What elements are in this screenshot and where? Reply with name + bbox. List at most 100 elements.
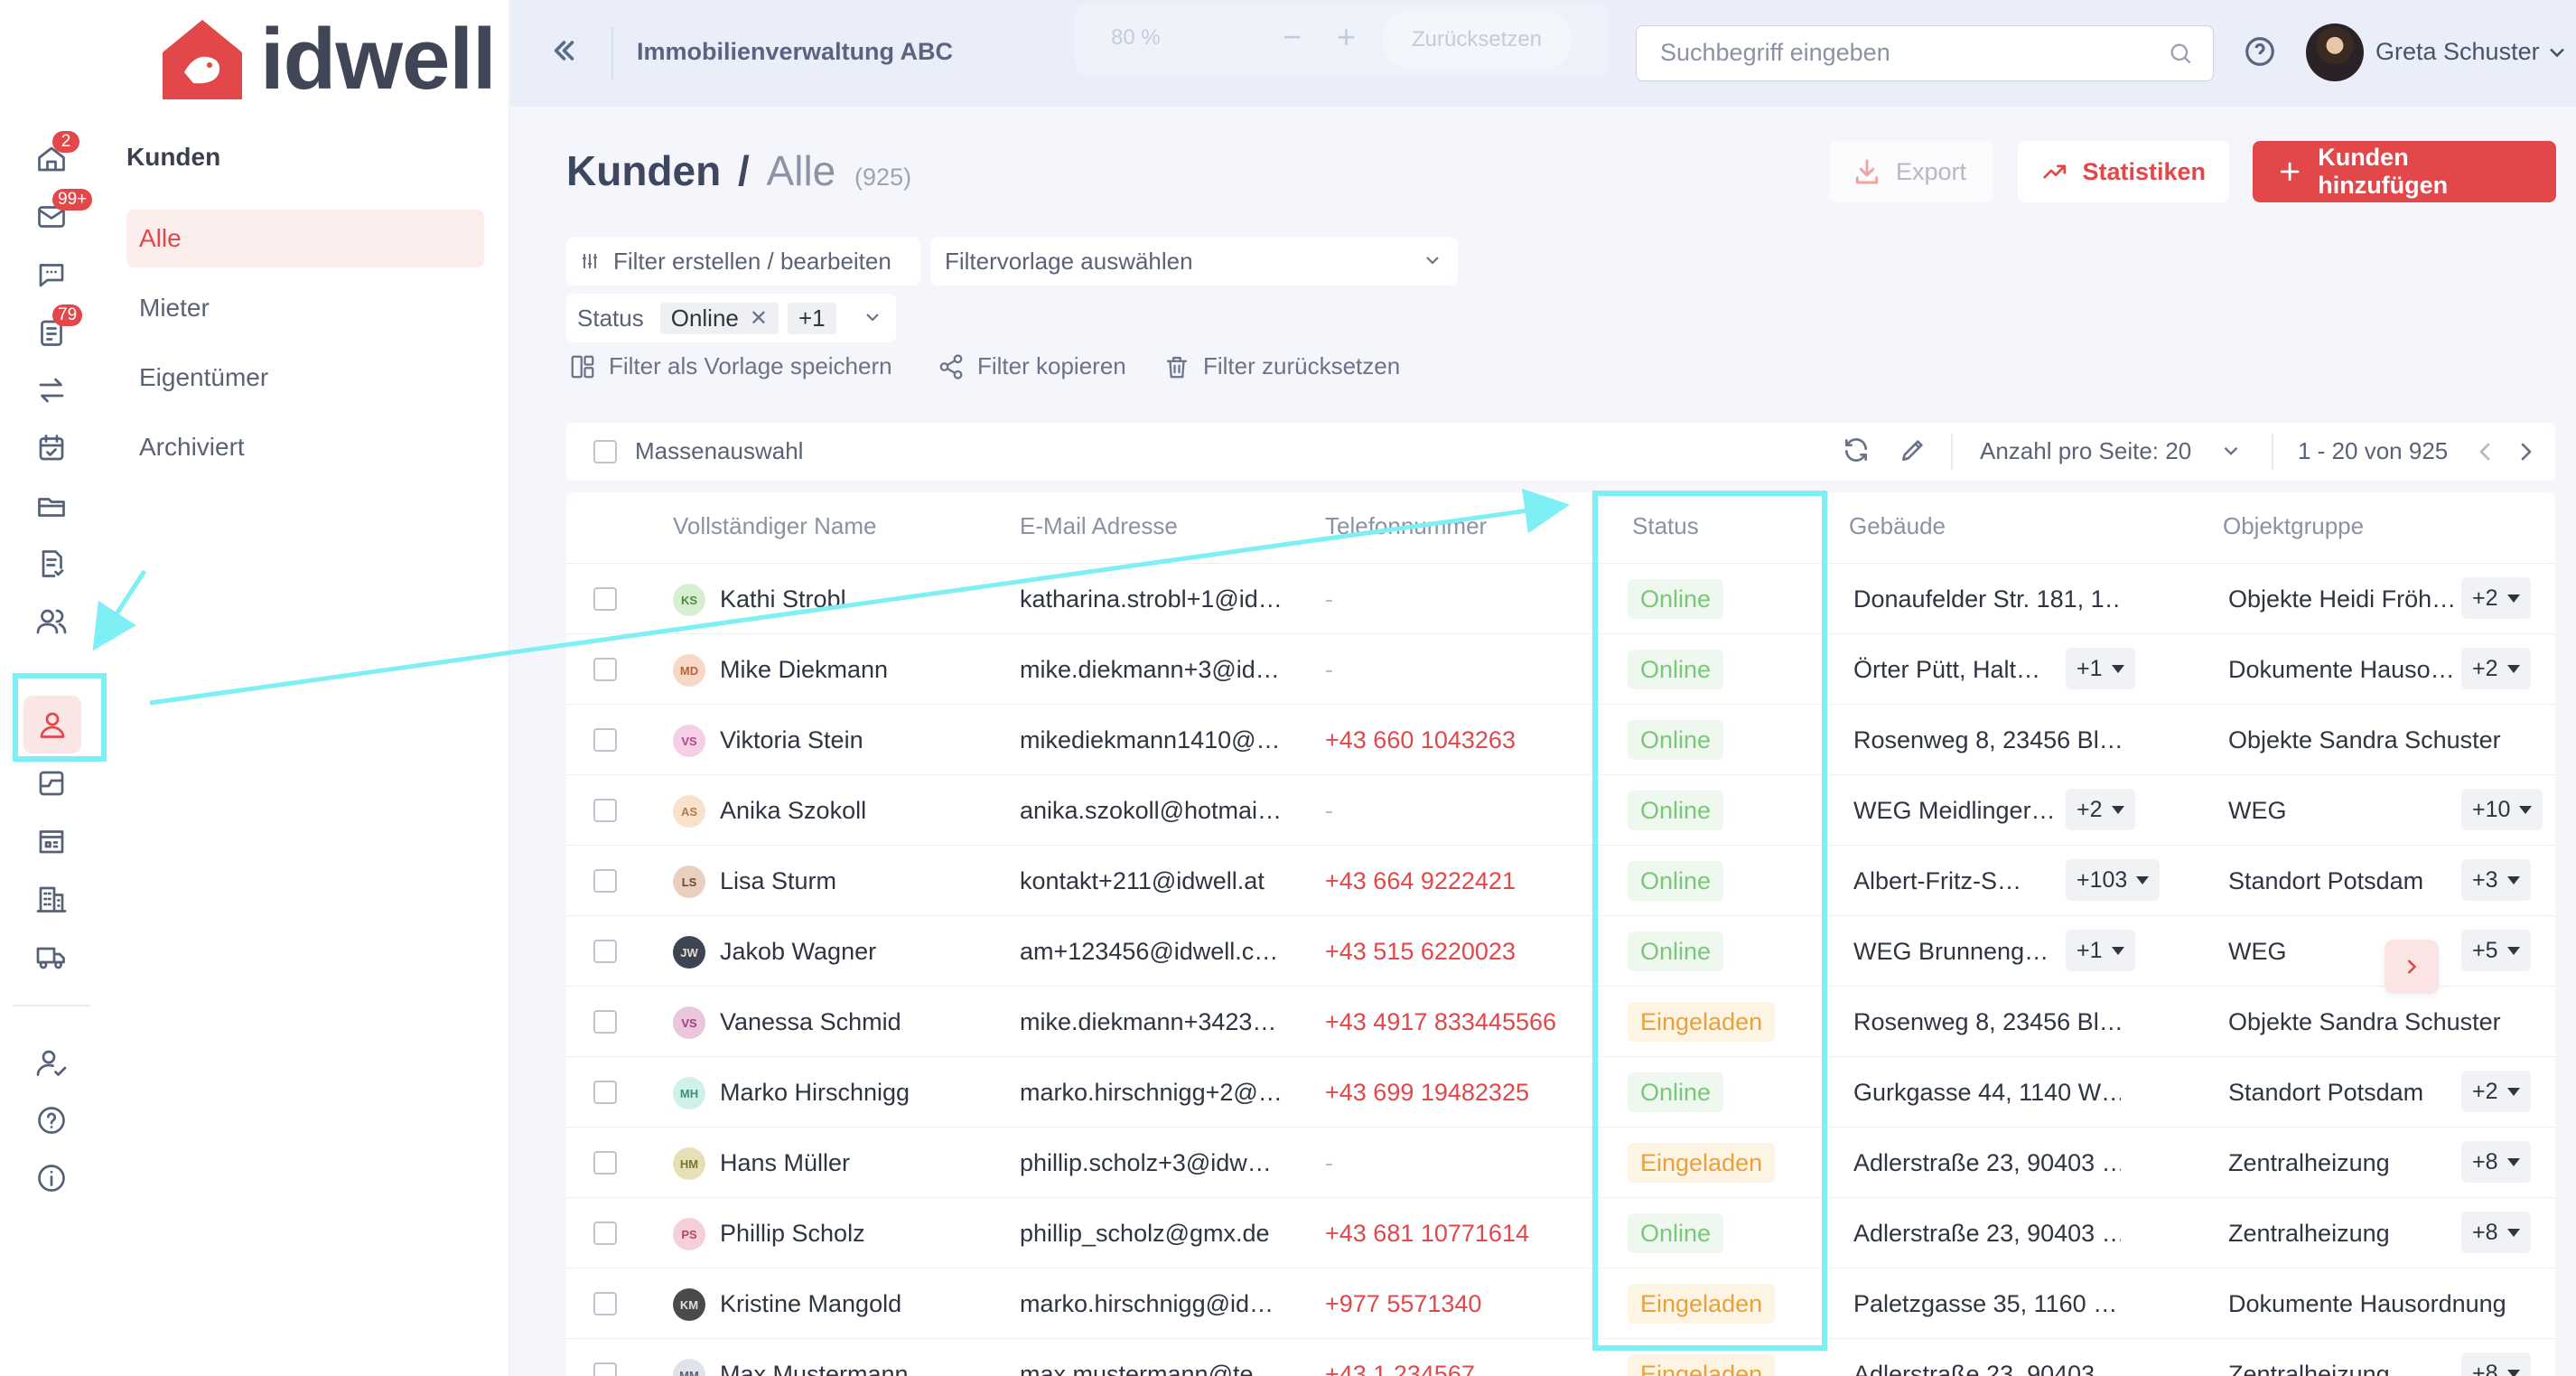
row-checkbox[interactable] [593,728,617,752]
filter-edit-button[interactable]: Filter erstellen / bearbeiten [566,237,920,285]
truck-icon[interactable] [33,938,70,976]
export-button[interactable]: Export [1829,141,1993,202]
table-row[interactable]: MM Max Mustermann max.mustermann@te… +43 1 … [566,1338,2555,1376]
row-checkbox[interactable] [593,799,617,822]
table-row[interactable]: JW Jakob Wagner am+123456@idwell.c… +43 515… [566,915,2555,986]
row-checkbox[interactable] [593,1151,617,1175]
row-checkbox[interactable] [593,658,617,681]
row-checkbox[interactable] [593,1010,617,1034]
row-checkbox[interactable] [593,1081,617,1104]
chevron-right-icon[interactable] [2512,437,2541,471]
chevron-down-icon[interactable] [2219,439,2243,467]
per-page-value[interactable]: 20 [2165,437,2192,464]
customer-name[interactable]: Hans Müller [720,1149,851,1176]
search-icon[interactable] [2168,41,2193,66]
subnav-item-eigentuemer[interactable]: Eigentümer [139,363,269,391]
customer-phone[interactable]: +43 660 1043263 [1325,726,1516,754]
refresh-icon[interactable] [1842,435,1871,469]
customer-name[interactable]: Lisa Sturm [720,867,837,894]
users-icon[interactable] [33,603,70,641]
customer-name[interactable]: Kristine Mangold [720,1290,902,1317]
help-circle-icon[interactable] [33,1101,70,1139]
table-row[interactable]: PS Phillip Scholz phillip_scholz@gmx.de +43… [566,1197,2555,1268]
customer-name[interactable]: Kathi Strobl [720,585,846,613]
customer-name[interactable]: Vanessa Schmid [720,1008,901,1035]
object-group-more-chip[interactable]: +2 [2461,648,2531,689]
column-header-status[interactable]: Status [1632,512,1699,539]
copy-filter-button[interactable]: Filter kopieren [938,352,1126,380]
zoom-in-button[interactable]: + [1337,18,1357,55]
object-group-more-chip[interactable]: +10 [2461,789,2543,830]
close-icon[interactable]: ✕ [749,305,768,331]
table-row[interactable]: AS Anika Szokoll anika.szokoll@hotmai… - Onl… [566,774,2555,845]
chevron-down-icon[interactable] [862,306,883,334]
subnav-item-mieter[interactable]: Mieter [139,294,210,322]
zoom-reset-button[interactable]: Zurücksetzen [1382,11,1572,69]
filter-template-select[interactable]: Filtervorlage auswählen [930,237,1458,285]
building-more-chip[interactable]: +103 [2066,859,2161,901]
customer-name[interactable]: Mike Diekmann [720,656,889,683]
table-row[interactable]: VS Viktoria Stein mikediekmann1410@… +43 66… [566,704,2555,774]
reset-filter-button[interactable]: Filter zurücksetzen [1163,352,1400,380]
subnav-item-archiviert[interactable]: Archiviert [139,433,245,461]
help-icon[interactable] [2243,34,2279,70]
subnav-item-alle[interactable]: Alle [126,210,484,267]
board-icon[interactable] [33,764,70,802]
customer-name[interactable]: Phillip Scholz [720,1220,865,1247]
column-header-email[interactable]: E-Mail Adresse [1020,512,1178,539]
customer-name[interactable]: Jakob Wagner [720,938,877,965]
customer-phone[interactable]: +43 515 6220023 [1325,938,1516,965]
customer-name[interactable]: Marko Hirschnigg [720,1079,910,1106]
table-row[interactable]: VS Vanessa Schmid mike.diekmann+3423… +43 4… [566,986,2555,1056]
building-more-chip[interactable]: +1 [2066,930,2135,971]
object-group-more-chip[interactable]: +8 [2461,1212,2531,1253]
status-filter-more[interactable]: +1 [787,302,836,334]
customer-name[interactable]: Viktoria Stein [720,726,863,754]
column-header-object-group[interactable]: Objektgruppe [2223,512,2365,539]
save-filter-template-button[interactable]: Filter als Vorlage speichern [569,352,892,380]
scroll-right-button[interactable] [2385,940,2439,994]
brand-logo[interactable]: idwell [159,16,497,103]
person-icon[interactable] [23,696,81,754]
row-checkbox[interactable] [593,1362,617,1376]
folder-icon[interactable] [33,487,70,525]
collapse-sidebar-icon[interactable] [546,34,583,70]
ticket-icon[interactable]: 79 [33,304,83,351]
object-group-more-chip[interactable]: +2 [2461,577,2531,619]
building-icon[interactable] [33,880,70,918]
customer-phone[interactable]: +43 664 9222421 [1325,867,1516,894]
chat-icon[interactable] [33,256,70,294]
calendar-icon[interactable] [33,429,70,467]
column-header-phone[interactable]: Telefonnummer [1325,512,1488,539]
user-name[interactable]: Greta Schuster [2375,38,2540,65]
building-more-chip[interactable]: +2 [2066,789,2135,830]
customer-name[interactable]: Anika Szokoll [720,797,867,824]
status-filter[interactable]: Status Online ✕ +1 [566,294,896,342]
column-header-building[interactable]: Gebäude [1849,512,1946,539]
home-icon[interactable]: 2 [33,131,79,178]
object-group-more-chip[interactable]: +8 [2461,1353,2531,1376]
customer-phone[interactable]: +43 699 19482325 [1325,1079,1529,1106]
store-icon[interactable] [33,822,70,860]
customer-phone[interactable]: +43 1 234567 [1325,1361,1475,1376]
customer-phone[interactable]: +977 5571340 [1325,1290,1482,1317]
zoom-out-button[interactable]: − [1283,18,1302,55]
column-header-name[interactable]: Vollständiger Name [673,512,877,539]
add-customer-button[interactable]: Kunden hinzufügen [2253,141,2556,202]
row-checkbox[interactable] [593,940,617,963]
object-group-more-chip[interactable]: +3 [2461,859,2531,901]
table-row[interactable]: LS Lisa Sturm kontakt+211@idwell.at +43 664… [566,845,2555,915]
object-group-more-chip[interactable]: +5 [2461,930,2531,971]
chevron-left-icon[interactable] [2470,437,2499,471]
row-checkbox[interactable] [593,1222,617,1245]
pencil-icon[interactable] [1899,435,1927,469]
user-avatar[interactable] [2306,23,2364,81]
row-checkbox[interactable] [593,869,617,893]
table-row[interactable]: KS Kathi Strobl katharina.strobl+1@id… - Onl… [566,563,2555,633]
object-group-more-chip[interactable]: +8 [2461,1141,2531,1183]
chevron-down-icon[interactable] [2544,40,2571,67]
table-row[interactable]: KM Kristine Mangold marko.hirschnigg@id… +9… [566,1268,2555,1338]
customer-phone[interactable]: +43 681 10771614 [1325,1220,1529,1247]
user-settings-icon[interactable] [33,1044,70,1081]
table-row[interactable]: HM Hans Müller phillip.scholz+3@idw… - Einge… [566,1127,2555,1197]
